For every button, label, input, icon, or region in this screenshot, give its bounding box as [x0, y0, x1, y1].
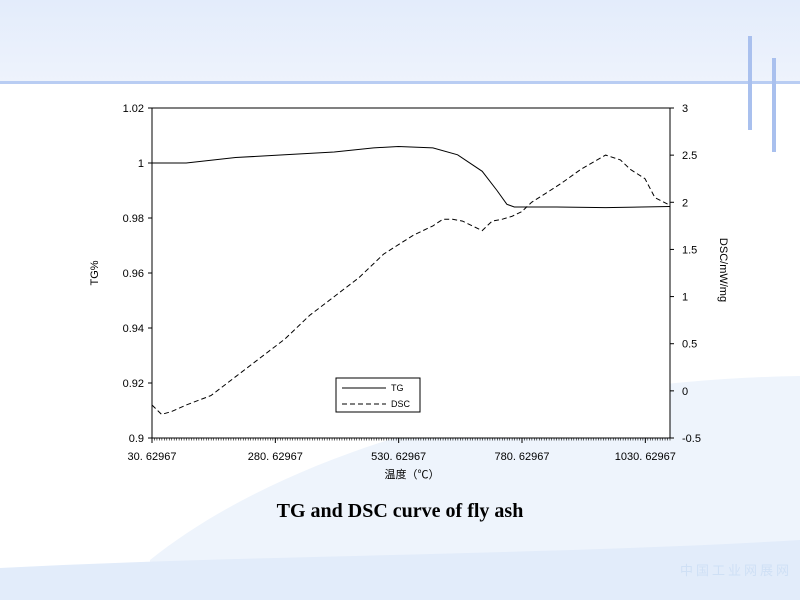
slide-title: TG and DSC curve of fly ash — [276, 500, 524, 522]
y-right-tick-label: 3 — [682, 103, 688, 115]
y-left-tick-label: 0.9 — [129, 433, 144, 445]
y-axis-left-label: TG% — [89, 260, 101, 285]
y-left-tick-label: 1 — [138, 158, 144, 170]
y-axis-right-label: DSC/mW/mg — [717, 238, 729, 302]
watermark-text: 中国工业网展网 — [679, 563, 792, 578]
legend-tg-label: TG — [391, 383, 404, 393]
x-tick-label: 530. 62967 — [371, 451, 426, 463]
y-right-tick-label: 2.5 — [682, 150, 697, 162]
header-divider — [0, 81, 800, 84]
x-axis-label: 温度（℃） — [385, 467, 440, 481]
y-right-tick-label: 1.5 — [682, 244, 697, 256]
y-right-tick-label: 2 — [682, 197, 688, 209]
y-right-tick-label: 1 — [682, 292, 688, 304]
y-right-tick-label: 0.5 — [682, 339, 697, 351]
legend: TG DSC — [335, 377, 421, 413]
x-tick-label: 280. 62967 — [248, 451, 303, 463]
x-tick-label: 780. 62967 — [494, 451, 549, 463]
y-right-tick-label: -0.5 — [682, 433, 701, 445]
header-band — [0, 0, 800, 82]
y-right-tick-label: 0 — [682, 386, 688, 398]
x-tick-label: 30. 62967 — [128, 451, 177, 463]
y-left-tick-label: 0.96 — [123, 268, 144, 280]
legend-dsc-label: DSC — [391, 399, 411, 409]
y-left-tick-label: 0.92 — [123, 378, 144, 390]
series-tg-line — [152, 145, 670, 209]
y-left-tick-label: 1.02 — [123, 103, 144, 115]
y-left-tick-label: 0.94 — [123, 323, 144, 335]
decor-vertical-bar-right — [772, 58, 776, 152]
x-tick-label: 1030. 62967 — [615, 451, 676, 463]
decor-vertical-bar-left — [748, 36, 752, 130]
y-left-tick-label: 0.98 — [123, 213, 144, 225]
series-dsc-line — [151, 154, 670, 415]
